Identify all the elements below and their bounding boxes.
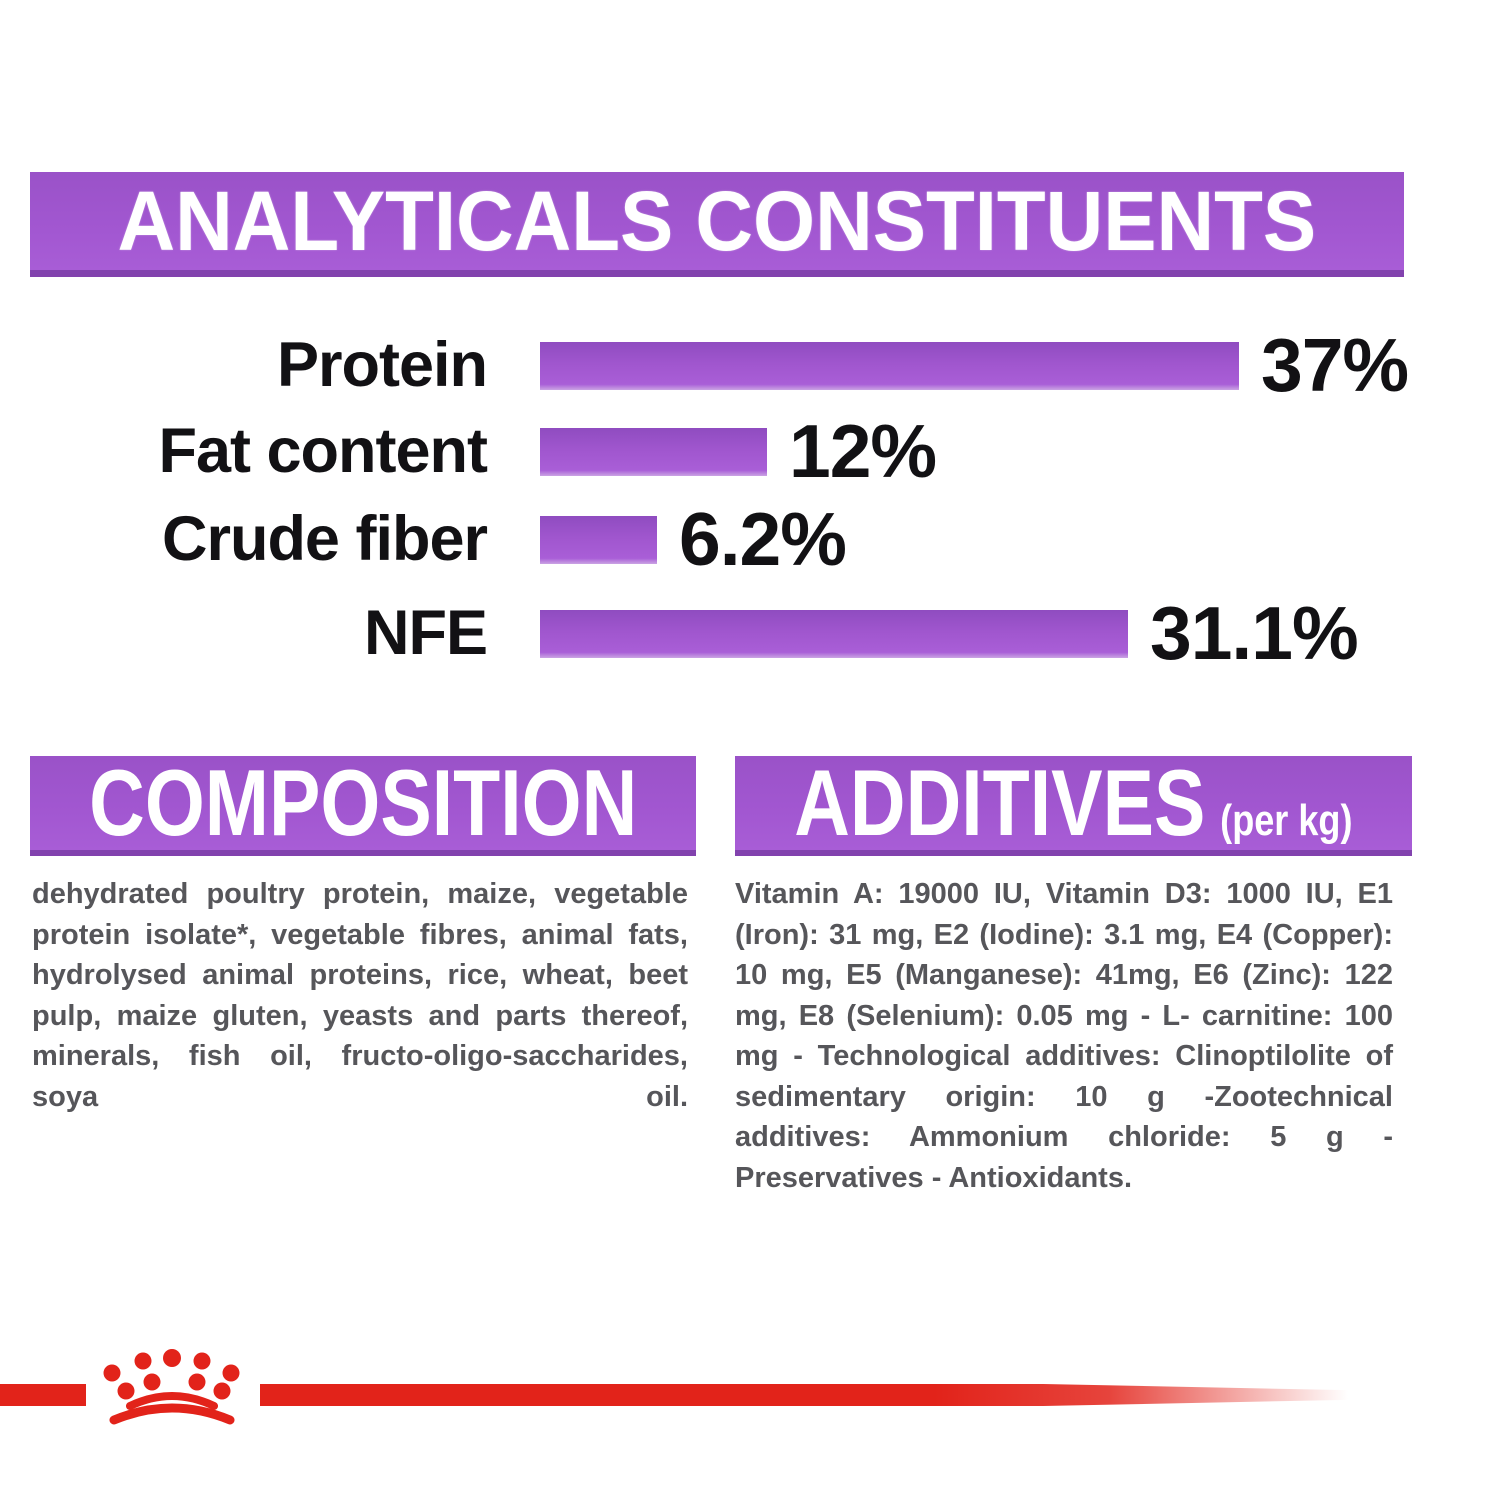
chart-row-crude-fiber: Crude fiber 6.2% [0,502,1500,577]
chart-row-label: Fat content [158,416,489,486]
composition-body: dehydrated poultry protein, maize, veget… [32,878,688,1113]
analyticals-banner: ANALYTICALS CONSTITUENTS [30,172,1404,277]
additives-heading: ADDITIVES [794,750,1206,855]
composition-heading: COMPOSITION [88,750,638,855]
chart-bar [540,516,657,564]
analytical-constituents-bar-chart: Protein 37% Fat content 12% Crude fiber … [0,0,1500,700]
chart-bar-value: 37% [1261,323,1409,407]
chart-row-fat-content: Fat content 12% [0,414,1500,489]
royal-canin-crown-icon [103,1349,240,1425]
chart-bar-value: 6.2% [679,497,847,581]
chart-row-protein: Protein 37% [0,328,1500,403]
chart-row-label: Crude fiber [161,504,488,574]
analyticals-title: ANALYTICALS CONSTITUENTS [117,173,1317,268]
chart-bar-value: 31.1% [1150,591,1359,675]
red-divider-line-right [260,1384,1348,1406]
chart-bar [540,428,767,476]
chart-bar-value: 12% [789,409,937,493]
additives-body: Vitamin A: 19000 IU, Vitamin D3: 1000 IU… [735,878,1393,1194]
chart-bar [540,342,1239,390]
red-divider-line-left [0,1384,86,1406]
additives-banner: ADDITIVES (per kg) [735,750,1412,856]
chart-row-nfe: NFE 31.1% [0,596,1500,671]
chart-bar [540,610,1128,658]
composition-banner: COMPOSITION [30,750,696,856]
additives-per-kg-label: (per kg) [1220,796,1353,845]
chart-row-label: Protein [276,330,488,400]
chart-row-label: NFE [364,598,488,668]
